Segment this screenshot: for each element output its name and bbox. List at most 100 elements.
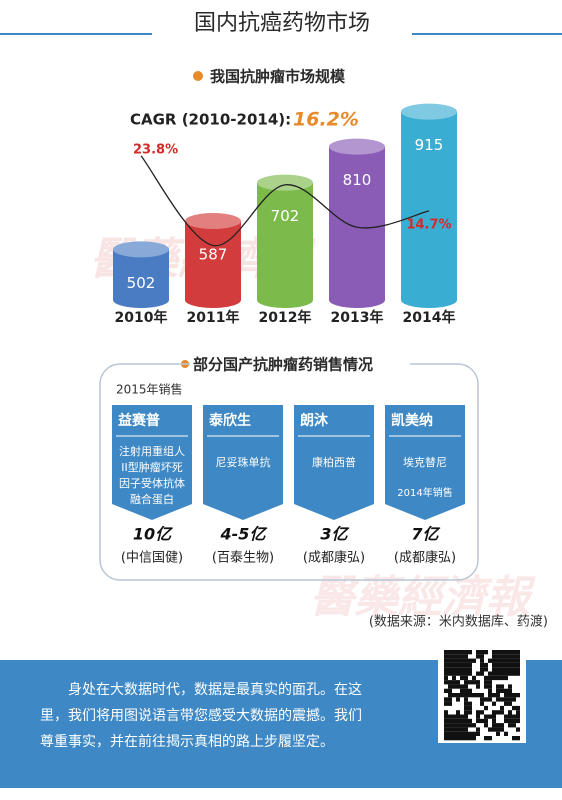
qr-cell <box>460 654 464 659</box>
qr-cell <box>452 667 456 672</box>
qr-cell <box>492 701 496 706</box>
qr-cell <box>484 662 488 668</box>
qr-cell <box>516 667 520 672</box>
qr-cell <box>516 662 520 668</box>
qr-cell <box>512 714 516 719</box>
qr-cell <box>480 650 484 655</box>
chart: 502 587 702 810 915 23.8% 14.7% 2010年 2011年 2012年… <box>113 103 457 326</box>
qr-cell <box>468 710 472 715</box>
qr-cell <box>460 736 464 741</box>
qr-cell <box>512 654 516 659</box>
qr-cell <box>496 654 500 659</box>
product-name: 泰欣生 <box>208 412 251 429</box>
qr-cell <box>496 710 500 715</box>
qr-cell <box>456 714 460 719</box>
qr-cell <box>456 684 460 689</box>
qr-cell <box>444 654 448 659</box>
qr-cell <box>516 727 520 732</box>
qr-cell <box>488 697 492 702</box>
qr-cell <box>508 662 512 668</box>
qr-cell <box>488 727 492 732</box>
qr-cell <box>488 680 492 685</box>
qr-cell <box>460 693 464 698</box>
qr-cell <box>444 714 448 719</box>
qr-cell <box>444 727 448 732</box>
qr-cell <box>468 671 472 676</box>
qr-cell <box>500 662 504 668</box>
qr-cell <box>492 727 496 732</box>
qr-cell <box>492 654 496 659</box>
qr-cell <box>464 710 468 715</box>
qr-cell <box>444 731 448 736</box>
qr-cell <box>452 658 456 663</box>
qr-cell <box>504 654 508 659</box>
qr-cell <box>444 667 448 672</box>
qr-cell <box>496 723 500 728</box>
qr-cell <box>484 723 488 728</box>
qr-cell <box>448 731 452 736</box>
qr-cell <box>448 723 452 728</box>
qr-cell <box>484 697 488 702</box>
qr-cell <box>480 693 484 698</box>
qr-cell <box>456 658 460 663</box>
qr-cell <box>456 736 460 741</box>
qr-cell <box>460 731 464 736</box>
qr-cell <box>496 662 500 668</box>
x-tick-label: 2014年 <box>403 309 456 326</box>
qr-cell <box>500 723 504 728</box>
qr-cell <box>508 650 512 655</box>
qr-cell <box>456 718 460 724</box>
qr-cell <box>464 688 468 693</box>
qr-cell <box>508 654 512 659</box>
qr-cell <box>448 654 452 659</box>
qr-cell <box>496 731 500 736</box>
qr-cell <box>468 658 472 663</box>
qr-cell <box>496 684 500 689</box>
qr-cell <box>496 667 500 672</box>
bar <box>113 249 169 300</box>
qr-cell <box>488 658 492 663</box>
product-description: 因子受体抗体 <box>119 476 185 490</box>
qr-cell <box>452 671 456 676</box>
qr-cell <box>448 671 452 676</box>
qr-cell <box>456 727 460 732</box>
qr-cell <box>492 714 496 719</box>
product-card <box>385 405 465 520</box>
qr-cell <box>500 727 504 732</box>
qr-cell <box>460 667 464 672</box>
qr-cell <box>468 731 472 736</box>
qr-cell <box>508 710 512 715</box>
qr-cell <box>460 723 464 728</box>
bar <box>329 146 385 300</box>
footer-line: 尊重事实，并在前往揭示真相的路上步履坚定。 <box>40 733 334 750</box>
qr-cell <box>500 667 504 672</box>
qr-cell <box>488 688 492 693</box>
qr-cell <box>472 693 476 698</box>
qr-cell <box>504 662 508 668</box>
qr-cell <box>468 693 472 698</box>
qr-cell <box>500 671 504 676</box>
qr-cell <box>448 688 452 693</box>
qr-cell <box>468 667 472 672</box>
annotation-value: 16.2% <box>293 109 359 131</box>
qr-cell <box>492 662 496 668</box>
qr-cell <box>452 727 456 732</box>
qr-cell <box>444 675 448 681</box>
bar <box>401 111 457 301</box>
product-name: 益赛普 <box>118 412 160 429</box>
qr-cell <box>460 650 464 655</box>
product-card <box>203 405 283 520</box>
qr-cell <box>480 667 484 672</box>
qr-cell <box>516 736 520 741</box>
qr-cell <box>516 671 520 676</box>
qr-cell <box>500 658 504 663</box>
qr-cell <box>508 723 512 728</box>
qr-cell <box>456 654 460 659</box>
qr-cell <box>472 658 476 663</box>
qr-cell <box>504 731 508 736</box>
qr-cell <box>464 697 468 702</box>
qr-cell <box>488 736 492 741</box>
qr-cell <box>452 684 456 689</box>
qr-cell <box>464 675 468 681</box>
